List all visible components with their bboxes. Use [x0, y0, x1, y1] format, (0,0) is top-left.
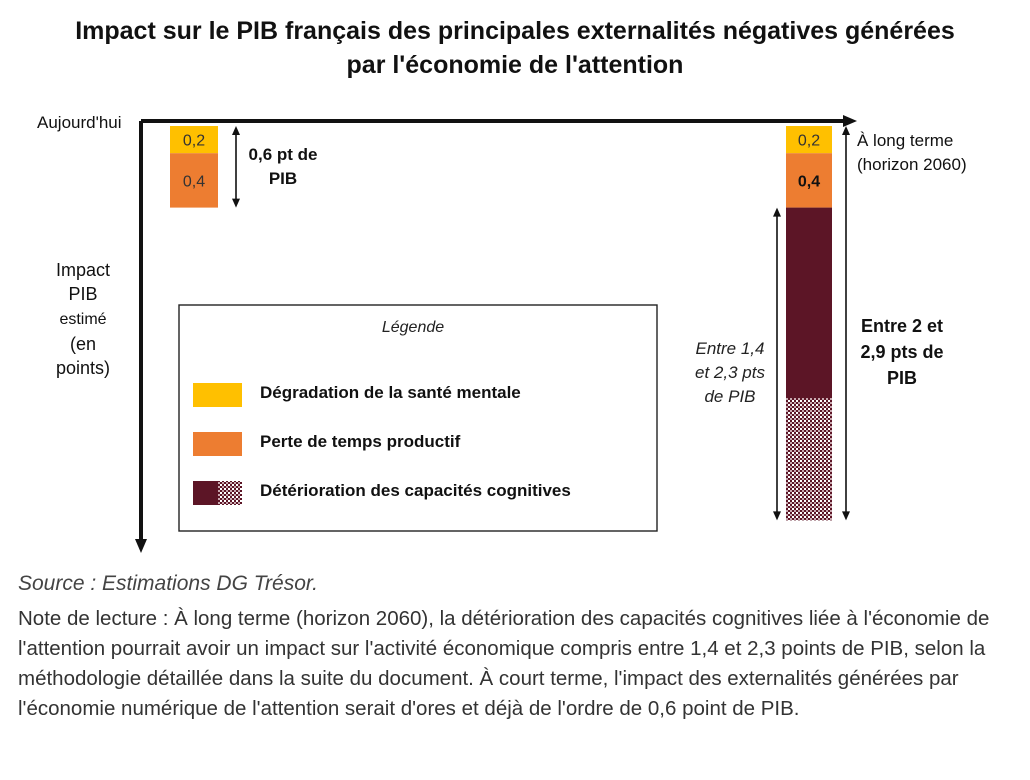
annotation-line: de PIB	[704, 387, 755, 406]
x-end-label: (horizon 2060)	[857, 155, 967, 174]
annotation-line: et 2,3 pts	[695, 363, 765, 382]
chart-title-line: par l'économie de l'attention	[346, 51, 684, 79]
legend-swatch-cognitive-dotted	[218, 481, 242, 505]
arrowheads	[232, 126, 850, 521]
bar-today-mental-health	[170, 126, 218, 154]
y-axis-label: Impact PIB estimé (en points)	[56, 260, 110, 378]
legend-swatch-cognitive-solid	[193, 481, 218, 505]
annotation-line: 0,6 pt de	[249, 145, 318, 164]
y-axis-label-line: Impact	[56, 260, 110, 280]
value-label-today-productive: 0,4	[183, 173, 205, 190]
annotation-line: 2,9 pts de	[860, 342, 943, 362]
arrowhead	[842, 126, 850, 135]
source-text: Source : Estimations DG Trésor.	[18, 572, 318, 595]
arrowhead	[773, 511, 781, 521]
legend-box	[178, 304, 658, 532]
y-axis-arrowhead	[135, 539, 147, 553]
chart-title: Impact sur le PIB français des principal…	[0, 14, 1030, 82]
y-axis-label-line: estimé	[59, 311, 106, 328]
legend-swatch-mental-health	[193, 383, 242, 407]
y-axis-label-line: (en	[70, 334, 96, 354]
legend: Légende Dégradation de la santé mentale …	[178, 304, 658, 532]
legend-label: Perte de temps productif	[260, 432, 461, 451]
bar-longterm-productive-time	[786, 153, 832, 208]
arrowhead	[842, 511, 850, 521]
annotation-cognitive-range: Entre 1,4 et 2,3 pts de PIB	[695, 339, 765, 406]
value-label-longterm-productive: 0,4	[798, 173, 820, 190]
legend-title: Légende	[382, 319, 444, 336]
annotation-line: PIB	[269, 169, 297, 188]
annotation-line: Entre 1,4	[696, 339, 765, 358]
x-axis-arrowhead	[843, 115, 857, 127]
x-end-label: À long terme	[857, 131, 953, 150]
chart-title-line: Impact sur le PIB français des principal…	[75, 17, 955, 45]
value-label-today-mental: 0,2	[183, 133, 205, 150]
annotation-line: PIB	[887, 368, 917, 388]
arrowhead	[232, 198, 240, 208]
bar-today-productive-time	[170, 153, 218, 208]
x-start-label: Aujourd'hui	[37, 113, 122, 132]
bar-longterm-mental-health	[786, 126, 832, 154]
bar-longterm-cognitive-range	[786, 398, 832, 521]
reading-note: Note de lecture : À long terme (horizon …	[18, 607, 990, 720]
annotation-today-total: 0,6 pt de PIB	[249, 145, 318, 188]
legend-swatch-productive-time	[193, 432, 242, 456]
annotation-line: Entre 2 et	[861, 316, 943, 336]
legend-label: Détérioration des capacités cognitives	[260, 481, 571, 500]
y-axis-label-line: PIB	[68, 284, 97, 304]
legend-label: Dégradation de la santé mentale	[260, 383, 521, 402]
arrowhead	[773, 207, 781, 217]
chart-canvas: Aujourd'hui À long terme (horizon 2060) …	[37, 113, 967, 553]
bar-longterm-cognitive-low	[786, 207, 832, 398]
annotation-longterm-total: Entre 2 et 2,9 pts de PIB	[860, 316, 943, 388]
value-label-longterm-mental: 0,2	[798, 133, 820, 150]
arrowhead	[232, 126, 240, 135]
y-axis-label-line: points)	[56, 358, 110, 378]
